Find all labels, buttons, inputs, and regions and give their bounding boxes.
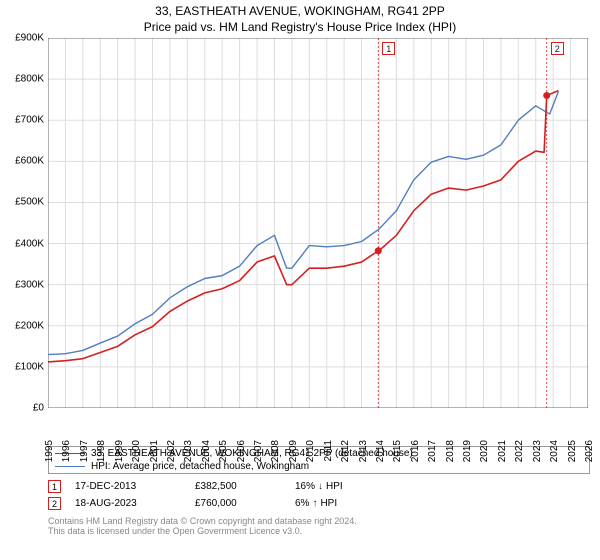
chart-subtitle: Price paid vs. HM Land Registry's House …	[0, 18, 600, 38]
sale-date: 17-DEC-2013	[75, 481, 195, 492]
footer: Contains HM Land Registry data © Crown c…	[48, 516, 590, 536]
ytick-label: £700K	[15, 115, 44, 126]
legend-label: HPI: Average price, detached house, Woki…	[91, 461, 309, 472]
sale-marker: 1	[48, 480, 61, 493]
ytick-label: £300K	[15, 279, 44, 290]
xtick-label: 2010	[305, 440, 316, 462]
xtick-label: 2003	[183, 440, 194, 462]
ytick-label: £500K	[15, 197, 44, 208]
legend-swatch	[55, 466, 85, 467]
xtick-label: 2026	[584, 440, 595, 462]
legend-item: 33, EASTHEATH AVENUE, WOKINGHAM, RG41 2P…	[49, 447, 589, 460]
chart-container: 33, EASTHEATH AVENUE, WOKINGHAM, RG41 2P…	[0, 0, 600, 560]
ytick-label: £100K	[15, 361, 44, 372]
xtick-label: 1997	[79, 440, 90, 462]
legend: 33, EASTHEATH AVENUE, WOKINGHAM, RG41 2P…	[48, 446, 590, 474]
footer-line-1: Contains HM Land Registry data © Crown c…	[48, 516, 590, 526]
xtick-label: 2021	[497, 440, 508, 462]
arrow-up-icon: ↑	[312, 498, 317, 509]
ytick-label: £0	[33, 403, 44, 414]
chart-title: 33, EASTHEATH AVENUE, WOKINGHAM, RG41 2P…	[0, 0, 600, 18]
xtick-label: 2014	[375, 440, 386, 462]
xtick-label: 2016	[410, 440, 421, 462]
xtick-label: 2024	[549, 440, 560, 462]
sale-row: 2 18-AUG-2023£760,0006%↑HPI	[48, 495, 590, 512]
sale-marker-box: 2	[551, 42, 564, 55]
sale-delta: 6%↑HPI	[295, 498, 337, 509]
sale-delta: 16%↓HPI	[295, 481, 343, 492]
ytick-label: £200K	[15, 320, 44, 331]
xtick-label: 2012	[340, 440, 351, 462]
sales-table: 117-DEC-2013£382,50016%↓HPI218-AUG-2023£…	[48, 478, 590, 512]
sale-delta-vs: HPI	[326, 481, 343, 492]
xtick-label: 2002	[166, 440, 177, 462]
xtick-label: 2011	[323, 440, 334, 462]
xtick-label: 2015	[392, 440, 403, 462]
xtick-label: 2008	[270, 440, 281, 462]
xtick-label: 2007	[253, 440, 264, 462]
sale-delta-pct: 6%	[295, 498, 309, 509]
xtick-label: 1996	[61, 440, 72, 462]
xtick-label: 2019	[462, 440, 473, 462]
xtick-label: 1999	[114, 440, 125, 462]
legend-item: HPI: Average price, detached house, Woki…	[49, 460, 589, 473]
xtick-label: 2000	[131, 440, 142, 462]
xtick-label: 2009	[288, 440, 299, 462]
xtick-label: 2023	[532, 440, 543, 462]
ytick-label: £400K	[15, 238, 44, 249]
sale-row: 1 17-DEC-2013£382,50016%↓HPI	[48, 478, 590, 495]
sale-price: £760,000	[195, 498, 295, 509]
xtick-label: 2005	[218, 440, 229, 462]
xtick-label: 2017	[427, 440, 438, 462]
xtick-label: 2022	[514, 440, 525, 462]
sale-date: 18-AUG-2023	[75, 498, 195, 509]
sale-marker: 2	[48, 497, 61, 510]
xtick-label: 2018	[445, 440, 456, 462]
xtick-label: 2025	[567, 440, 578, 462]
plot-svg	[48, 38, 588, 408]
ytick-label: £900K	[15, 33, 44, 44]
xtick-label: 2001	[149, 440, 160, 462]
footer-line-2: This data is licensed under the Open Gov…	[48, 526, 590, 536]
plot-area: £0£100K£200K£300K£400K£500K£600K£700K£80…	[48, 38, 588, 408]
arrow-down-icon: ↓	[318, 481, 323, 492]
xtick-label: 2006	[236, 440, 247, 462]
ytick-label: £800K	[15, 74, 44, 85]
ytick-label: £600K	[15, 156, 44, 167]
sale-marker-box: 1	[382, 42, 395, 55]
sale-delta-vs: HPI	[320, 498, 337, 509]
xtick-label: 2020	[479, 440, 490, 462]
xtick-label: 1995	[44, 440, 55, 462]
sale-delta-pct: 16%	[295, 481, 315, 492]
xtick-label: 1998	[96, 440, 107, 462]
xtick-label: 2013	[358, 440, 369, 462]
sale-price: £382,500	[195, 481, 295, 492]
xtick-label: 2004	[201, 440, 212, 462]
